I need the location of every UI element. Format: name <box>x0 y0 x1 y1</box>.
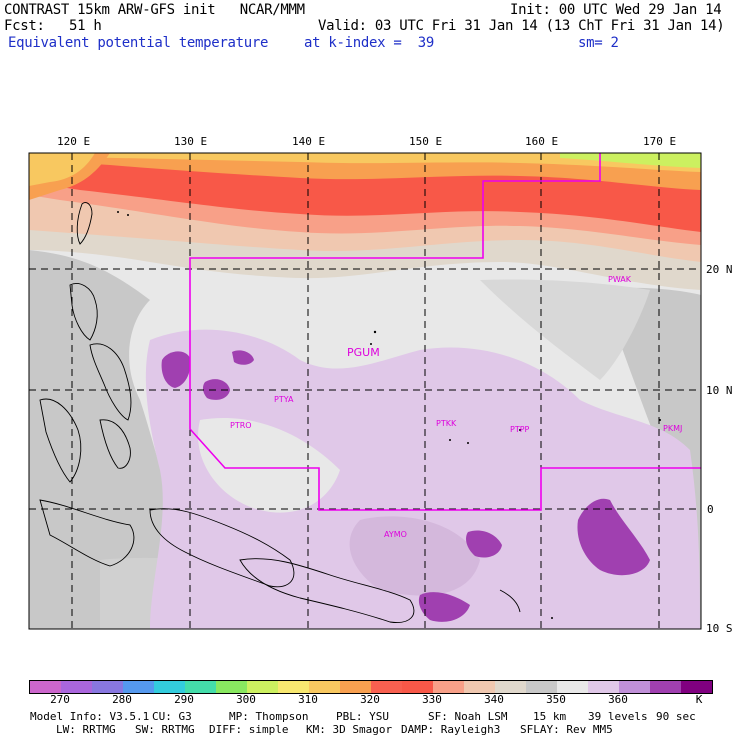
station-label: PWAK <box>608 275 632 284</box>
forecast-hour: Fcst: 51 h <box>4 18 102 34</box>
longwave-scheme: LW: RRTMG <box>56 723 116 736</box>
lon-label: 120 E <box>57 135 91 148</box>
colorbar-swatch <box>433 681 464 693</box>
colorbar-swatch <box>464 681 495 693</box>
colorbar-swatch <box>61 681 92 693</box>
level-index: at k-index = 39 <box>304 35 435 51</box>
nested-domain-boundary <box>189 153 701 511</box>
colorbar-swatch <box>650 681 681 693</box>
lat-label: 0 <box>707 503 714 516</box>
colorbar-tick-label: 360 <box>608 693 628 706</box>
colorbar-swatch <box>278 681 309 693</box>
colorbar-swatch <box>123 681 154 693</box>
microphysics-scheme: MP: Thompson <box>229 710 309 723</box>
station-label: AYMO <box>384 530 407 539</box>
colorbar-unit: K <box>695 693 703 706</box>
colorbar-tick-label: 350 <box>546 693 566 706</box>
lat-label: 20 N <box>706 263 733 276</box>
field-name: Equivalent potential temperature <box>8 35 269 51</box>
colorbar-swatch <box>340 681 371 693</box>
lon-label: 140 E <box>292 135 326 148</box>
colorbar-swatch <box>154 681 185 693</box>
lon-label: 130 E <box>174 135 208 148</box>
colorbar-swatch <box>309 681 340 693</box>
colorbar-tick-label: 300 <box>236 693 256 706</box>
colorbar-tick-label: 270 <box>50 693 70 706</box>
station-label: PTYA <box>274 395 294 404</box>
colorbar-tick-label: 320 <box>360 693 380 706</box>
lon-label: 160 E <box>525 135 559 148</box>
colorbar-swatch <box>619 681 650 693</box>
station-label: PTRO <box>230 421 252 430</box>
colorbar-tick-label: 280 <box>112 693 132 706</box>
model-info: Model Info: V3.5.1 <box>30 710 150 723</box>
valid-time: Valid: 03 UTC Fri 31 Jan 14 (13 ChT Fri … <box>318 18 725 34</box>
colorbar-tick-label: 310 <box>298 693 318 706</box>
grid-resolution: 15 km <box>533 710 567 723</box>
shortwave-scheme: SW: RRTMG <box>135 723 195 736</box>
map-frame <box>28 152 702 630</box>
timestep: 90 sec <box>656 710 696 723</box>
colorbar-tick-label: 330 <box>422 693 442 706</box>
surface-layer: SFLAY: Rev MM5 <box>520 723 613 736</box>
colorbar-swatch <box>526 681 557 693</box>
eddy-coefficient: KM: 3D Smagor <box>306 723 393 736</box>
colorbar-swatch <box>402 681 433 693</box>
colorbar-swatch <box>495 681 526 693</box>
colorbar-swatch <box>557 681 588 693</box>
init-time: Init: 00 UTC Wed 29 Jan 14 <box>510 2 722 18</box>
colorbar-tick-label: 340 <box>484 693 504 706</box>
colorbar-swatch <box>92 681 123 693</box>
colorbar-swatch <box>185 681 216 693</box>
surface-scheme: SF: Noah LSM <box>428 710 508 723</box>
vertical-levels: 39 levels <box>588 710 648 723</box>
station-label: PTPP <box>510 425 530 434</box>
damping: DAMP: Rayleigh3 <box>401 723 501 736</box>
model-title: CONTRAST 15km ARW-GFS init NCAR/MMM <box>4 2 305 18</box>
pbl-scheme: PBL: YSU <box>336 710 389 723</box>
lat-lon-grid <box>29 153 701 629</box>
colorbar-swatch <box>247 681 278 693</box>
cumulus-scheme: CU: G3 <box>152 710 192 723</box>
colorbar <box>29 680 713 694</box>
station-label: PTKK <box>436 419 457 428</box>
lat-label: 10 S <box>706 622 733 635</box>
colorbar-swatch <box>588 681 619 693</box>
colorbar-tick-label: 290 <box>174 693 194 706</box>
station-label: PKMJ <box>663 424 682 433</box>
smoothing: sm= 2 <box>578 35 619 51</box>
diffusion: DIFF: simple <box>209 723 289 736</box>
lon-label: 150 E <box>409 135 443 148</box>
lon-label: 170 E <box>643 135 677 148</box>
colorbar-swatch <box>681 681 712 693</box>
colorbar-swatch <box>216 681 247 693</box>
colorbar-swatch <box>30 681 61 693</box>
lat-label: 10 N <box>706 384 733 397</box>
colorbar-swatch <box>371 681 402 693</box>
station-label: PGUM <box>347 346 380 359</box>
theta-e-field <box>29 153 701 629</box>
